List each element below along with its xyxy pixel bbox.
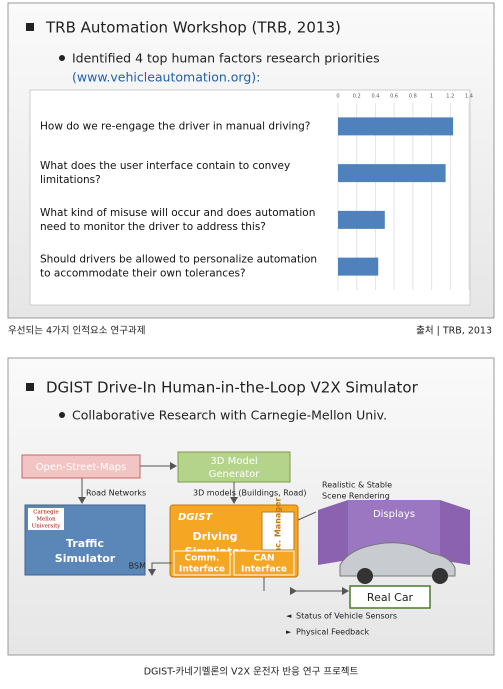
bar-chart: 0 0.2 0.4 0.6 0.8 1 1.2 1.4 How do we re-engage … — [40, 94, 473, 290]
can-label: Interface — [241, 565, 287, 575]
car-wheel — [432, 568, 448, 584]
sync-label: Sync. Manager — [274, 498, 283, 565]
bar — [338, 117, 454, 136]
cmu-logo-text: University — [32, 524, 62, 530]
driving-label: Driving — [193, 530, 238, 543]
edge-label: Road Networks — [86, 489, 146, 498]
model-gen-label: Generator — [209, 469, 261, 480]
bullet-dot — [59, 55, 65, 61]
legend-text: Physical Feedback — [296, 628, 370, 637]
edge-label: 3D models (Buildings, Road) — [193, 489, 306, 498]
sync-box — [261, 511, 295, 551]
bullet-text: Identified 4 top human factors research … — [72, 51, 380, 66]
cmu-logo-text: Carnegie — [33, 510, 58, 516]
traffic-label: Simulator — [55, 552, 116, 565]
slide-title: DGIST Drive-In Human-in-the-Loop V2X Sim… — [46, 379, 419, 397]
x-tick-label: 1 — [430, 94, 433, 100]
render-label: Scene Rendering — [322, 492, 390, 501]
category-label: What kind of misuse will occur and does … — [40, 207, 315, 219]
legend-marker: ► — [286, 628, 292, 636]
connector — [297, 511, 317, 521]
bullet-text: Collaborative Research with Carnegie-Mel… — [72, 408, 387, 423]
model-gen-label: 3D Model — [210, 456, 257, 467]
dgist-logo: DGIST — [178, 512, 213, 523]
slide-title: TRB Automation Workshop (TRB, 2013) — [45, 19, 341, 37]
real-car-box — [349, 585, 431, 609]
x-tick-label: 0.8 — [409, 94, 417, 100]
x-tick-label: 0 — [336, 94, 339, 100]
bullet-icon — [26, 23, 34, 31]
display-panel — [318, 500, 348, 565]
x-tick-label: 0.4 — [371, 94, 379, 100]
category-label: to accommodate their own tolerances? — [40, 268, 246, 280]
comm-box — [173, 550, 231, 576]
traffic-label: Traffic — [66, 537, 104, 550]
osm-label: Open-Street-Maps — [36, 462, 127, 473]
legend-marker: ◄ — [286, 612, 292, 620]
can-label: CAN — [253, 554, 274, 564]
displays-label: Displays — [373, 509, 415, 520]
comm-label: Comm. — [185, 554, 220, 564]
arrow — [148, 562, 172, 576]
category-label: Should drivers be allowed to personalize… — [40, 254, 317, 266]
bar — [338, 164, 446, 183]
car-image — [339, 542, 456, 577]
display-panel — [440, 500, 470, 565]
category-label: limitations? — [40, 174, 101, 186]
comm-label: Interface — [179, 565, 225, 575]
cmu-logo-text: Mellon — [36, 517, 56, 523]
caption-right: 출처 | TRB, 2013 — [416, 325, 492, 337]
category-label: How do we re-engage the driver in manual… — [40, 120, 310, 132]
cmu-logo — [28, 508, 64, 530]
render-label: Realistic & Stable — [322, 481, 392, 490]
bar — [338, 210, 385, 229]
car-wheel — [357, 568, 373, 584]
caption-left: 우선되는 4가지 인적요소 연구과제 — [8, 325, 145, 337]
x-tick-label: 1.2 — [446, 94, 454, 100]
can-box — [233, 550, 295, 576]
x-tick-label: 0.2 — [353, 94, 361, 100]
category-label: What does the user interface contain to … — [40, 160, 290, 172]
bar — [338, 257, 379, 276]
model-gen-box — [177, 451, 291, 483]
legend-text: Status of Vehicle Sensors — [296, 612, 397, 621]
x-tick-label: 1.4 — [465, 94, 473, 100]
bullet-icon — [26, 383, 34, 391]
x-tick-label: 0.6 — [390, 94, 398, 100]
real-car-label: Real Car — [367, 591, 414, 604]
bullet-dot — [59, 412, 65, 418]
category-label: need to monitor the driver to address th… — [40, 221, 266, 233]
caption: DGIST-카네기멜론의 V2X 운전자 반응 연구 프로젝트 — [144, 666, 359, 678]
edge-label: BSM — [129, 562, 146, 571]
link-text: (www.vehicleautomation.org): — [72, 70, 260, 85]
